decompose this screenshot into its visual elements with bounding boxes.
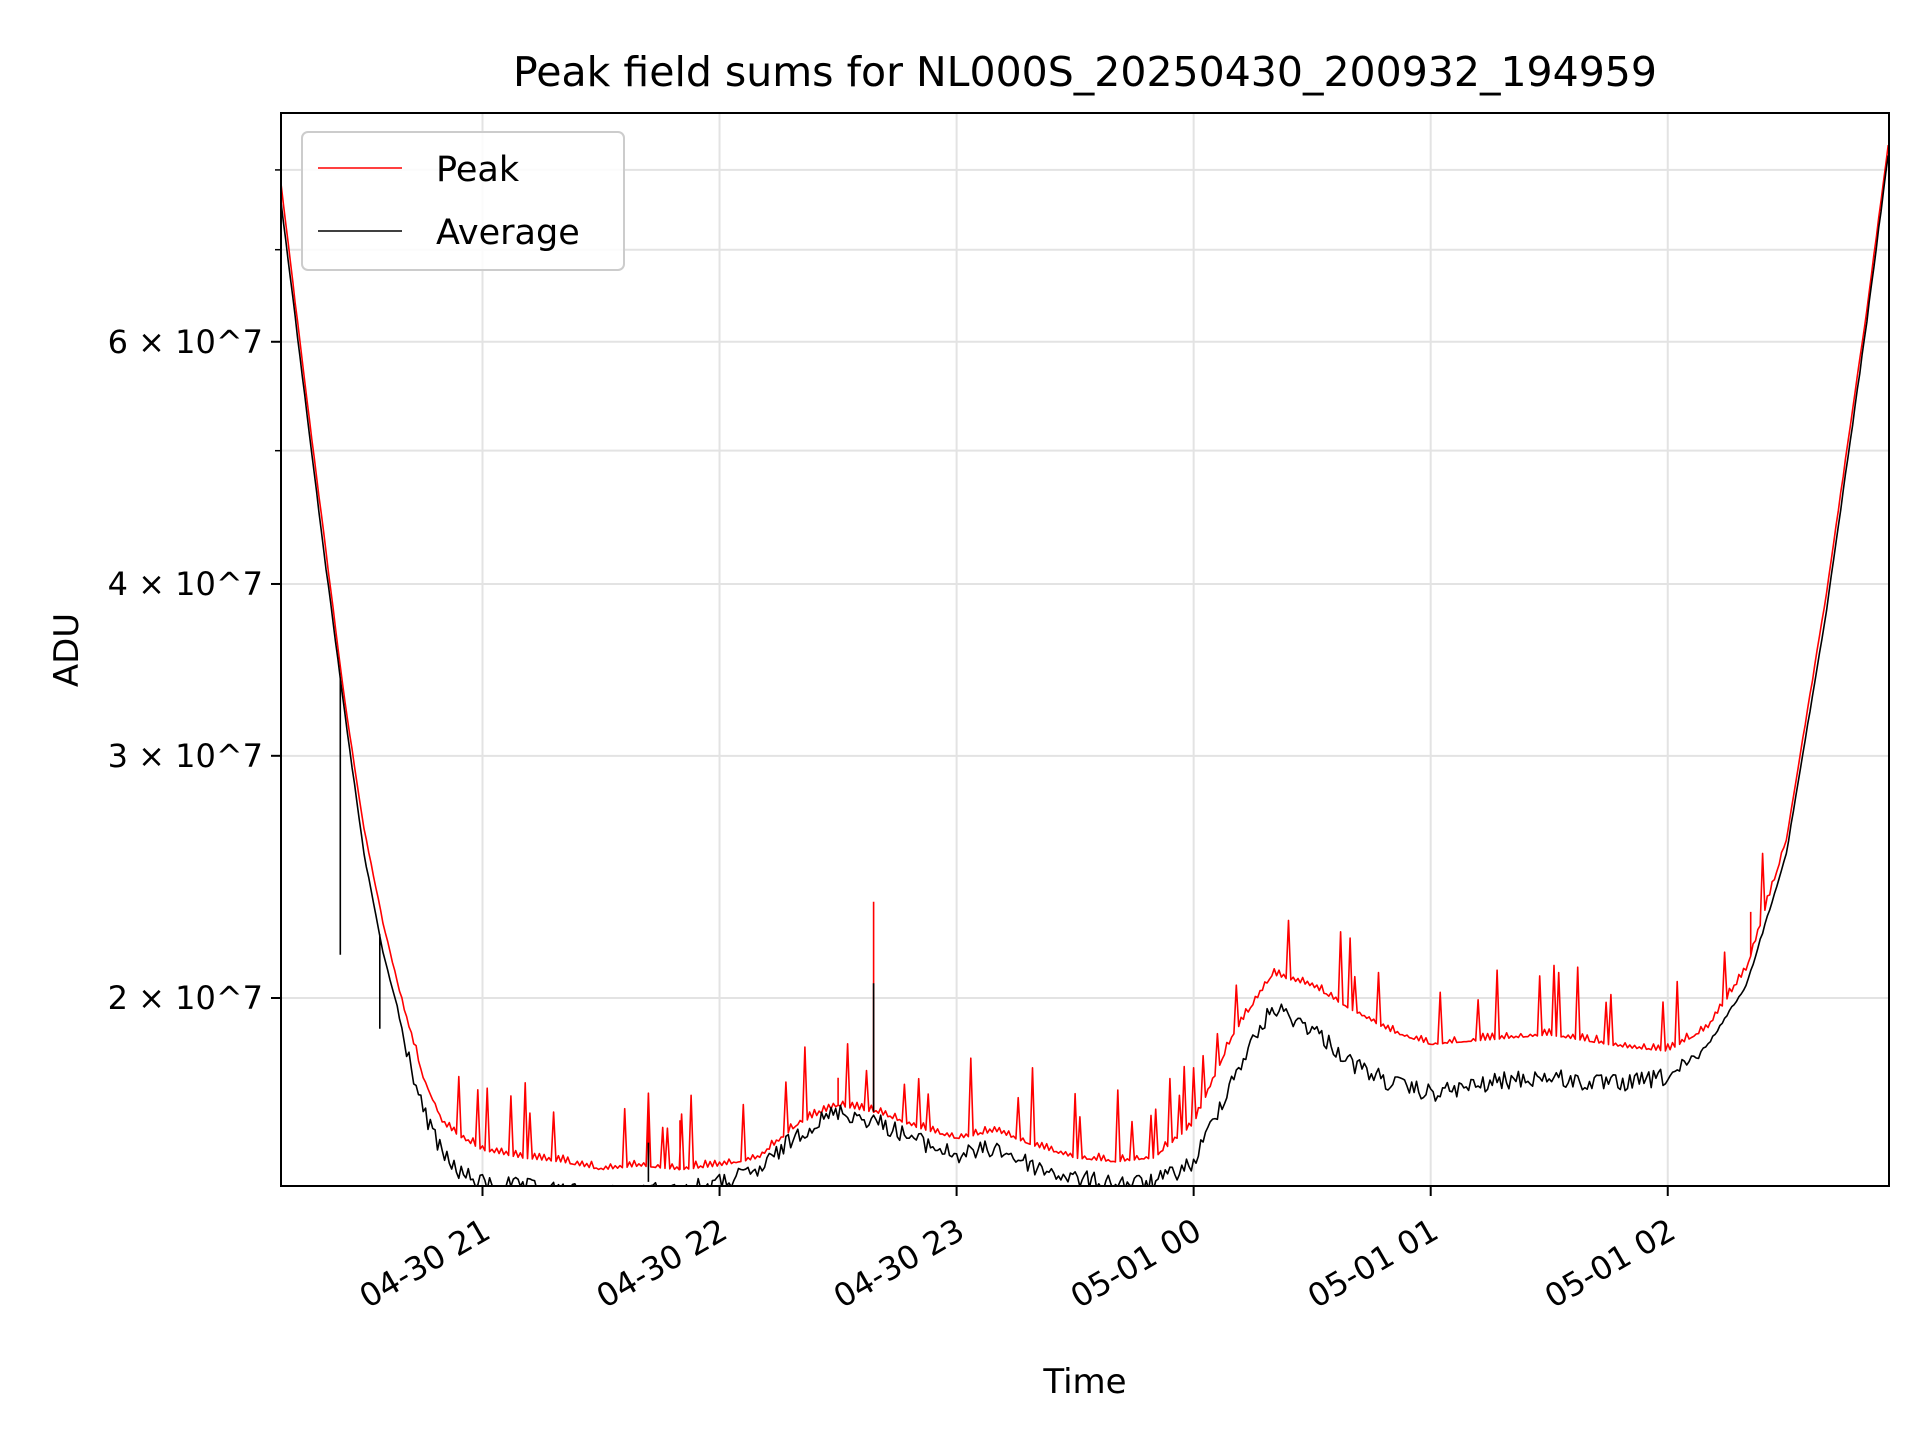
chart-title: Peak field sums for NL000S_20250430_2009… — [513, 48, 1657, 96]
legend: Peak Average — [301, 131, 625, 271]
series-line-peak — [281, 145, 1889, 1171]
legend-label-peak: Peak — [436, 150, 520, 190]
y-tick-label: 4 × 10^7 — [108, 565, 263, 603]
y-tick-label: 3 × 10^7 — [108, 737, 263, 775]
grid — [281, 113, 1889, 1186]
legend-label-average: Average — [436, 213, 580, 253]
y-tick-label: 6 × 10^7 — [108, 323, 263, 361]
series-layer — [281, 145, 1889, 1186]
y-tick-label: 2 × 10^7 — [108, 979, 263, 1017]
plot-frame — [280, 112, 1890, 1187]
series-line-average — [281, 155, 1889, 1186]
y-axis-title: ADU — [47, 613, 87, 687]
plot-area — [281, 113, 1889, 1186]
legend-box — [301, 131, 625, 271]
x-axis-title: Time — [1042, 1362, 1126, 1402]
